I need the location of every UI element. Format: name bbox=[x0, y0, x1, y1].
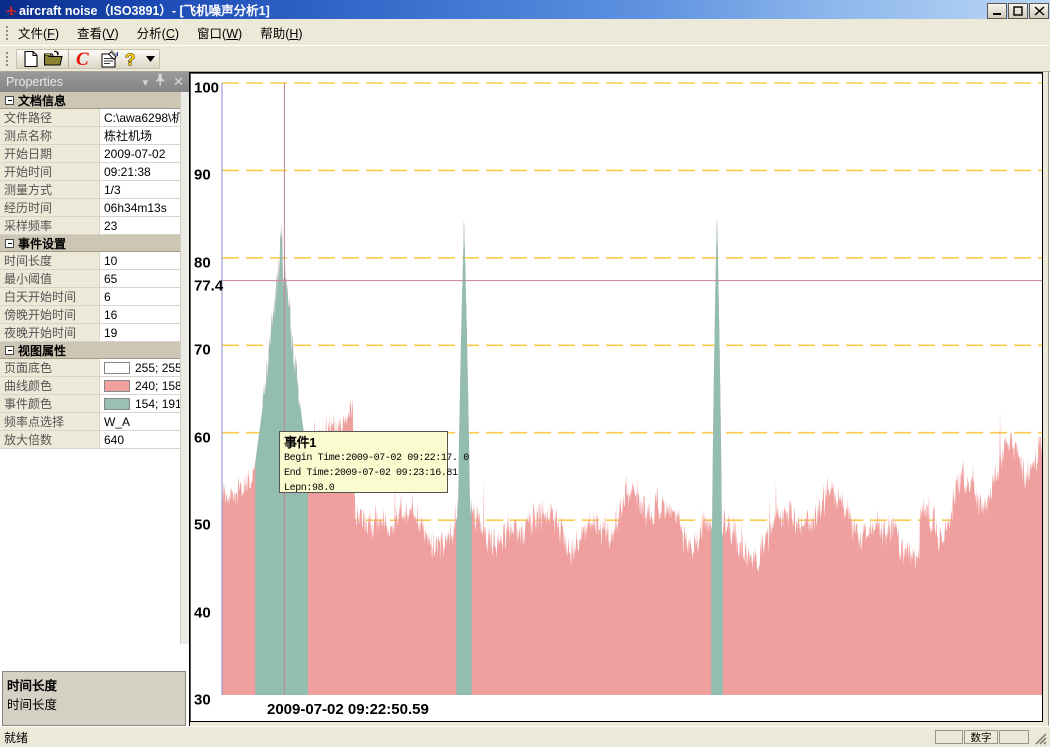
svg-text:?: ? bbox=[125, 50, 135, 68]
svg-text:C: C bbox=[76, 49, 89, 69]
